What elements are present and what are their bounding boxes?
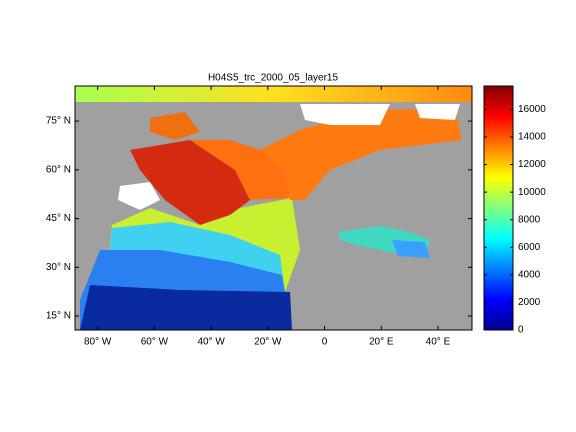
x-tick-label: 20° E xyxy=(369,337,394,348)
y-tick-label: 75° N xyxy=(46,116,71,127)
map-frame xyxy=(74,85,473,331)
x-tick-label: 0 xyxy=(322,337,328,348)
colorbar-tick-label: 12000 xyxy=(518,159,546,170)
map-field xyxy=(75,86,472,330)
colorbar-tick-label: 14000 xyxy=(518,132,546,143)
y-tick-label: 60° N xyxy=(46,164,71,175)
colorbar xyxy=(483,85,514,331)
colorbar-tick-label: 6000 xyxy=(518,242,541,253)
colorbar-tick-label: 2000 xyxy=(518,297,541,308)
x-tick-label: 40° E xyxy=(426,337,451,348)
colorbar-tick-label: 10000 xyxy=(518,187,546,198)
colorbar-tick-label: 16000 xyxy=(518,104,546,115)
y-tick-label: 45° N xyxy=(46,213,71,224)
colorbar-tick-label: 8000 xyxy=(518,214,541,225)
colorbar-tick-label: 0 xyxy=(518,325,524,336)
colorbar-tick-label: 4000 xyxy=(518,269,541,280)
map-title: H04S5_trc_2000_05_layer15 xyxy=(208,73,339,84)
y-tick-label: 30° N xyxy=(46,262,71,273)
x-tick-label: 80° W xyxy=(84,337,112,348)
x-tick-label: 40° W xyxy=(197,337,225,348)
y-tick-label: 15° N xyxy=(46,311,71,322)
x-tick-label: 20° W xyxy=(254,337,282,348)
x-tick-label: 60° W xyxy=(141,337,169,348)
